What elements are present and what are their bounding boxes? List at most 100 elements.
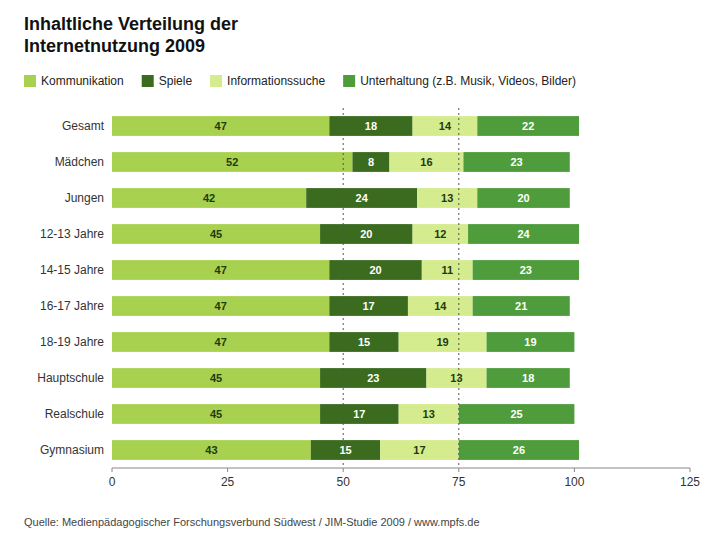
data-label: 11 — [441, 264, 453, 276]
bar-segment — [408, 296, 473, 316]
bar-segment — [477, 188, 569, 208]
data-label: 19 — [436, 336, 448, 348]
bar-segment — [329, 332, 398, 352]
data-label: 20 — [360, 228, 372, 240]
x-tick — [227, 468, 228, 472]
data-label: 8 — [368, 156, 374, 168]
title-line: Inhaltliche Verteilung der — [24, 14, 238, 34]
data-label: 21 — [515, 300, 527, 312]
source: Quelle: Medienpädagogischer Forschungsve… — [24, 516, 480, 528]
data-label: 15 — [339, 444, 351, 456]
bar-segment — [463, 152, 569, 172]
data-label: 24 — [356, 192, 369, 204]
bar-segment — [112, 188, 306, 208]
data-label: 47 — [215, 120, 227, 132]
category-label: Gesamt — [62, 119, 105, 133]
legend-swatch — [343, 75, 355, 87]
bar-segment — [112, 332, 329, 352]
data-label: 13 — [441, 192, 453, 204]
bar-segment — [487, 332, 575, 352]
bar-segment — [399, 332, 487, 352]
data-label: 45 — [210, 228, 222, 240]
data-label: 19 — [524, 336, 536, 348]
data-label: 24 — [517, 228, 530, 240]
x-axis-line — [112, 468, 690, 469]
bar-segment — [112, 224, 320, 244]
legend-swatch — [24, 75, 36, 87]
data-label: 20 — [369, 264, 381, 276]
data-label: 18 — [365, 120, 377, 132]
title-line: Internetnutzung 2009 — [24, 36, 205, 56]
data-label: 25 — [510, 408, 522, 420]
bar-segment — [112, 440, 311, 460]
data-label: 23 — [520, 264, 532, 276]
data-label: 20 — [517, 192, 529, 204]
title: Inhaltliche Verteilung derInternetnutzun… — [24, 14, 238, 56]
data-label: 47 — [215, 336, 227, 348]
bar-segment — [413, 116, 478, 136]
bar-segment — [468, 224, 579, 244]
data-label: 14 — [434, 300, 447, 312]
legend-swatch — [142, 75, 154, 87]
data-label: 42 — [203, 192, 215, 204]
bar-segment — [426, 368, 486, 388]
x-tick-label: 25 — [221, 475, 235, 489]
category-label: Gymnasium — [40, 443, 104, 457]
bar-segment — [459, 404, 575, 424]
data-label: 23 — [367, 372, 379, 384]
chart: Inhaltliche Verteilung derInternetnutzun… — [0, 0, 720, 540]
legend-label: Spiele — [159, 74, 193, 88]
data-label: 17 — [413, 444, 425, 456]
reference-line — [458, 108, 459, 468]
bar-segment — [306, 188, 417, 208]
bar-segment — [320, 368, 426, 388]
bar-segment — [477, 116, 579, 136]
data-label: 16 — [420, 156, 432, 168]
bar-segment — [380, 440, 459, 460]
data-labels: 47 18 14 22 52 8 16 23 42 24 13 20 45 20 12 24 47 20 11 23 4… — [203, 120, 537, 456]
data-label: 17 — [363, 300, 375, 312]
legend-label: Kommunikation — [41, 74, 124, 88]
data-label: 17 — [353, 408, 365, 420]
bar-segment — [413, 224, 468, 244]
category-label: Hauptschule — [37, 371, 104, 385]
data-label: 15 — [358, 336, 370, 348]
legend-label: Unterhaltung (z.B. Musik, Videos, Bilder… — [360, 74, 576, 88]
bars — [112, 116, 579, 460]
category-label: 14-15 Jahre — [40, 263, 104, 277]
bar-segment — [399, 404, 459, 424]
data-label: 43 — [205, 444, 217, 456]
legend-label: Informationssuche — [227, 74, 325, 88]
bar-segment — [487, 368, 570, 388]
data-label: 52 — [226, 156, 238, 168]
data-label: 45 — [210, 408, 222, 420]
data-label: 26 — [513, 444, 525, 456]
bar-segment — [112, 152, 352, 172]
legend: Kommunikation Spiele Informationssuche Unte… — [24, 74, 576, 88]
bar-segment — [112, 116, 329, 136]
bar-segment — [320, 224, 412, 244]
bar-segment — [320, 404, 399, 424]
x-axis: 0255075100125 — [109, 468, 701, 489]
data-label: 22 — [522, 120, 534, 132]
data-label: 12 — [434, 228, 446, 240]
x-tick-label: 50 — [337, 475, 351, 489]
data-label: 13 — [450, 372, 462, 384]
x-tick — [458, 468, 459, 472]
data-label: 13 — [423, 408, 435, 420]
bar-segment — [311, 440, 380, 460]
category-label: Realschule — [45, 407, 105, 421]
legend-swatch — [210, 75, 222, 87]
x-tick-label: 75 — [452, 475, 466, 489]
bar-segment — [422, 260, 473, 280]
x-tick — [574, 468, 575, 472]
y-axis: GesamtMädchenJungen12-13 Jahre14-15 Jahr… — [37, 119, 104, 457]
bar-segment — [329, 296, 408, 316]
data-label: 23 — [510, 156, 522, 168]
bar-segment — [473, 296, 570, 316]
data-label: 18 — [522, 372, 534, 384]
x-tick-label: 0 — [109, 475, 116, 489]
data-label: 14 — [439, 120, 452, 132]
bar-segment — [352, 152, 389, 172]
x-tick-label: 125 — [680, 475, 700, 489]
